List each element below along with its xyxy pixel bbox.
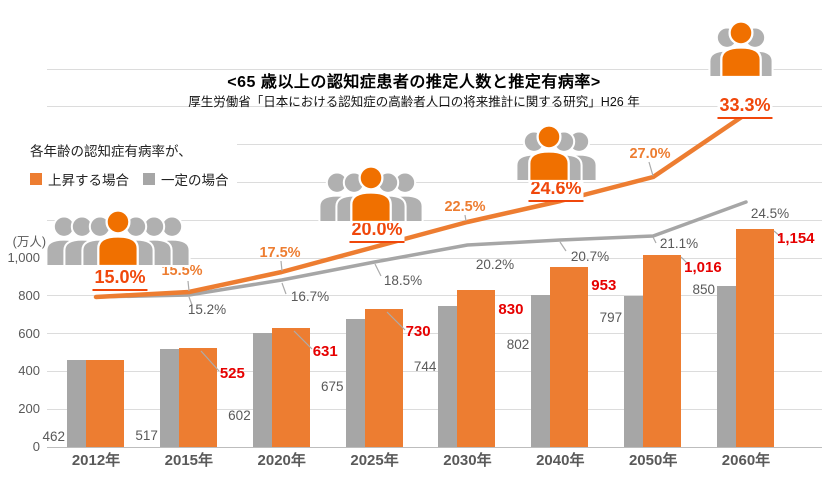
- bar-constant: [252, 333, 272, 447]
- x-tick-label: 2040年: [536, 452, 585, 469]
- rate-label-rising-emphasis: 15.0%: [92, 267, 148, 291]
- rate-label-constant: 16.7%: [290, 289, 330, 304]
- bar-value-constant: 850: [692, 282, 715, 297]
- bar-value-rising: 1,016: [684, 259, 722, 276]
- label-leader-line: [374, 263, 382, 277]
- people-icon-group: [315, 165, 427, 224]
- label-leader-line: [559, 241, 567, 252]
- bar-constant: [159, 349, 179, 447]
- gridline: [47, 106, 822, 108]
- person-highlight-icon: [97, 209, 139, 268]
- x-tick-label: 2050年: [628, 452, 678, 469]
- person-highlight-icon: [350, 165, 392, 224]
- rate-label-constant: 24.5%: [750, 206, 790, 221]
- bar-constant: [438, 306, 458, 447]
- rate-label-constant: 18.5%: [383, 273, 423, 288]
- people-icon-group: [512, 124, 601, 183]
- chart-subtitle: 厚生労働省「日本における認知症の高齢者人口の将来推計に関する研究」H26 年: [188, 95, 640, 109]
- bar-value-constant: 462: [42, 429, 65, 444]
- label-leader-line: [280, 260, 283, 272]
- person-highlight-icon: [527, 124, 570, 183]
- bar-value-rising: 525: [219, 365, 245, 382]
- label-leader-line: [652, 236, 657, 244]
- chart-title: <65 歳以上の認知症患者の推定人数と推定有病率>: [227, 74, 601, 91]
- rate-label-rising: 22.5%: [444, 199, 486, 215]
- label-leader-line: [281, 282, 287, 295]
- rate-label-rising: 17.5%: [259, 245, 301, 261]
- gridline: [47, 408, 822, 410]
- bar-value-constant: 744: [413, 359, 437, 374]
- y-tick-label: 400: [18, 363, 40, 379]
- bar-value-constant: 802: [506, 337, 530, 352]
- legend: 各年齢の認知症有病率が、 上昇する場合 一定の場合: [26, 138, 237, 193]
- bar-value-rising: 953: [591, 277, 617, 294]
- legend-label-rising: 上昇する場合: [48, 173, 129, 188]
- bar-value-rising: 1,154: [776, 230, 815, 247]
- bar-value-constant: 602: [228, 408, 251, 423]
- rate-label-rising: 27.0%: [629, 146, 671, 162]
- bar-rising: [178, 347, 217, 447]
- y-tick-label: 1,000: [7, 250, 40, 265]
- bar-rising: [735, 228, 774, 447]
- x-axis-line: [47, 446, 822, 448]
- bar-value-rising: 631: [312, 343, 338, 360]
- person-highlight-icon: [720, 20, 762, 79]
- bar-value-rising: 730: [405, 323, 431, 340]
- legend-swatch-constant-icon: [143, 173, 155, 185]
- bar-rising: [364, 309, 403, 447]
- y-axis-unit-label: (万人): [12, 235, 46, 249]
- bar-constant: [531, 295, 551, 447]
- x-tick-label: 2015年: [164, 452, 214, 469]
- x-tick-label: 2030年: [443, 452, 492, 469]
- bar-value-constant: 675: [321, 379, 344, 394]
- legend-label-constant: 一定の場合: [161, 173, 229, 188]
- bar-constant: [716, 286, 736, 447]
- rate-label-constant: 20.2%: [475, 257, 515, 272]
- legend-swatch-rising-icon: [30, 173, 42, 185]
- bar-rising: [550, 266, 589, 447]
- gridline: [47, 370, 822, 372]
- y-tick-label: 600: [18, 325, 40, 341]
- x-tick-label: 2060年: [721, 452, 771, 469]
- rate-label-constant: 15.2%: [187, 302, 227, 317]
- people-icon-group: [705, 20, 777, 79]
- x-tick-label: 2025年: [350, 452, 399, 469]
- rate-label-rising-emphasis: 33.3%: [717, 95, 773, 119]
- bar-value-constant: 797: [599, 310, 623, 325]
- bar-constant: [624, 296, 644, 447]
- label-leader-line: [187, 280, 190, 292]
- bar-constant: [345, 319, 365, 447]
- bar-value-rising: 830: [498, 301, 524, 318]
- y-tick-label: 800: [18, 287, 40, 303]
- bar-value-constant: 517: [135, 428, 158, 443]
- bar-rising: [457, 290, 496, 447]
- gridline: [47, 333, 822, 335]
- legend-row: 上昇する場合 一定の場合: [30, 169, 229, 189]
- x-tick-label: 2012年: [71, 452, 121, 469]
- rate-label-constant: 21.1%: [659, 236, 699, 251]
- bar-constant: [67, 359, 86, 447]
- y-tick-label: 0: [32, 439, 40, 454]
- label-leader-line: [648, 161, 654, 177]
- x-tick-label: 2020年: [257, 452, 306, 469]
- y-tick-label: 200: [18, 401, 40, 417]
- legend-intro: 各年齢の認知症有病率が、: [30, 144, 192, 159]
- rate-label-constant: 20.7%: [570, 249, 610, 264]
- gridline: [47, 68, 822, 70]
- bar-rising: [86, 359, 124, 447]
- people-icon-group: [42, 209, 194, 268]
